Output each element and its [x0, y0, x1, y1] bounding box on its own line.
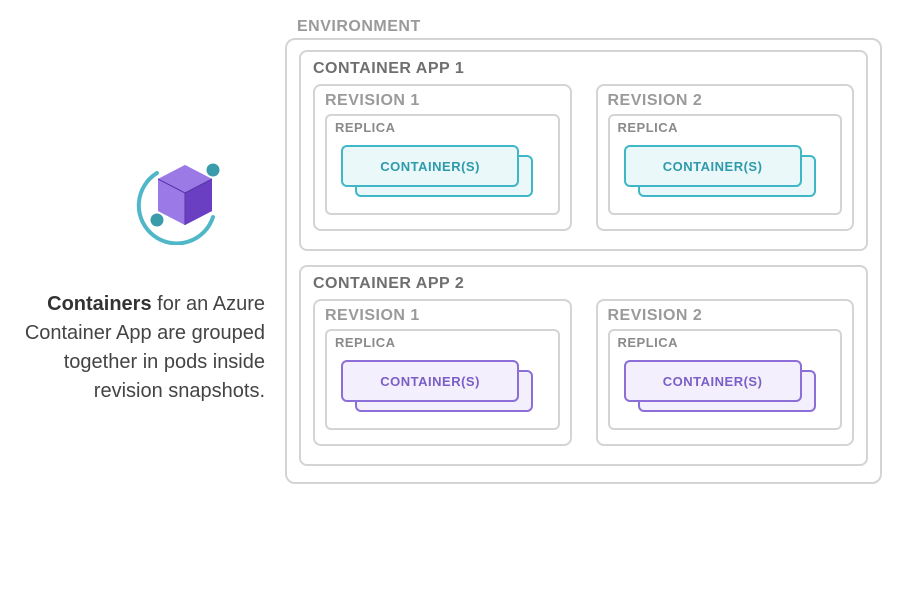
container-app: CONTAINER APP 2 REVISION 1 REPLICA CONTAINE…	[299, 265, 868, 466]
revision-box: REVISION 1 REPLICA CONTAINER(S)	[313, 84, 572, 231]
container-app-title: CONTAINER APP 1	[313, 60, 854, 78]
replica-box: REPLICA CONTAINER(S)	[325, 329, 560, 430]
container-stack: CONTAINER(S)	[624, 360, 827, 410]
description-text: Containers for an Azure Container App ar…	[0, 290, 265, 406]
diagram-area: ENVIRONMENT CONTAINER APP 1 REVISION 1 REP…	[285, 0, 900, 484]
container-card-front: CONTAINER(S)	[341, 360, 519, 402]
revisions-row: REVISION 1REPLICACONTAINER(S)REVISION 2R…	[313, 299, 854, 446]
replica-box: REPLICA CONTAINER(S)	[325, 114, 560, 215]
replica-label: REPLICA	[618, 120, 833, 135]
revision-title: REVISION 1	[325, 307, 560, 325]
revision-title: REVISION 1	[325, 92, 560, 110]
revision-box: REVISION 2 REPLICA CONTAINER(S)	[596, 84, 855, 231]
revision-box: REVISION 2 REPLICA CONTAINER(S)	[596, 299, 855, 446]
revision-title: REVISION 2	[608, 307, 843, 325]
revision-box: REVISION 1 REPLICA CONTAINER(S)	[313, 299, 572, 446]
container-card-front: CONTAINER(S)	[624, 145, 802, 187]
container-card-front: CONTAINER(S)	[624, 360, 802, 402]
replica-box: REPLICA CONTAINER(S)	[608, 114, 843, 215]
replica-label: REPLICA	[335, 120, 550, 135]
description-bold: Containers	[47, 293, 151, 315]
environment-label: ENVIRONMENT	[297, 18, 882, 36]
container-card-front: CONTAINER(S)	[341, 145, 519, 187]
container-app-title: CONTAINER APP 2	[313, 275, 854, 293]
revisions-row: REVISION 1REPLICACONTAINER(S)REVISION 2R…	[313, 84, 854, 231]
container-stack: CONTAINER(S)	[341, 360, 544, 410]
replica-box: REPLICA CONTAINER(S)	[608, 329, 843, 430]
container-stack: CONTAINER(S)	[341, 145, 544, 195]
left-panel: Containers for an Azure Container App ar…	[0, 0, 285, 406]
replica-label: REPLICA	[618, 335, 833, 350]
azure-container-apps-icon	[135, 145, 235, 250]
container-app: CONTAINER APP 1 REVISION 1 REPLICA CONTAINE…	[299, 50, 868, 251]
revision-title: REVISION 2	[608, 92, 843, 110]
container-stack: CONTAINER(S)	[624, 145, 827, 195]
replica-label: REPLICA	[335, 335, 550, 350]
environment-box: CONTAINER APP 1REVISION 1REPLICACONTAINE…	[285, 38, 882, 484]
